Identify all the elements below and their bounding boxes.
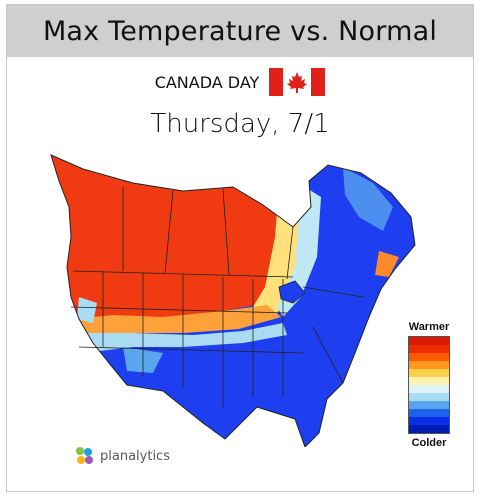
- logo-mark-icon: [76, 447, 93, 464]
- legend-swatch: [409, 385, 449, 393]
- legend-swatch: [409, 401, 449, 409]
- canada-flag-icon: [269, 68, 326, 96]
- page-title: Max Temperature vs. Normal: [42, 15, 438, 47]
- temperature-anomaly-map: [50, 154, 416, 447]
- legend-swatch: [409, 369, 449, 377]
- legend-swatch: [409, 337, 449, 345]
- legend-swatch: [409, 353, 449, 361]
- legend-swatch: [409, 409, 449, 417]
- legend-swatch: [409, 393, 449, 401]
- legend-swatch: [409, 361, 449, 369]
- graphic-frame: Max Temperature vs. Normal CANADA DAY Th…: [6, 4, 474, 492]
- legend-color-scale: [408, 336, 450, 434]
- legend-swatch: [409, 425, 449, 433]
- legend-colder-label: Colder: [411, 437, 447, 449]
- planalytics-logo: planalytics: [73, 445, 170, 467]
- title-banner: Max Temperature vs. Normal: [7, 5, 473, 57]
- forecast-date: Thursday, 7/1: [150, 109, 330, 139]
- holiday-label: CANADA DAY: [154, 72, 260, 92]
- legend-swatch: [409, 345, 449, 353]
- legend-swatch: [409, 417, 449, 425]
- legend-warmer-label: Warmer: [408, 321, 450, 333]
- subtitle-row: CANADA DAY: [7, 67, 473, 97]
- color-legend: Warmer Colder: [401, 321, 457, 449]
- logo-text: planalytics: [100, 448, 170, 464]
- legend-swatch: [409, 377, 449, 385]
